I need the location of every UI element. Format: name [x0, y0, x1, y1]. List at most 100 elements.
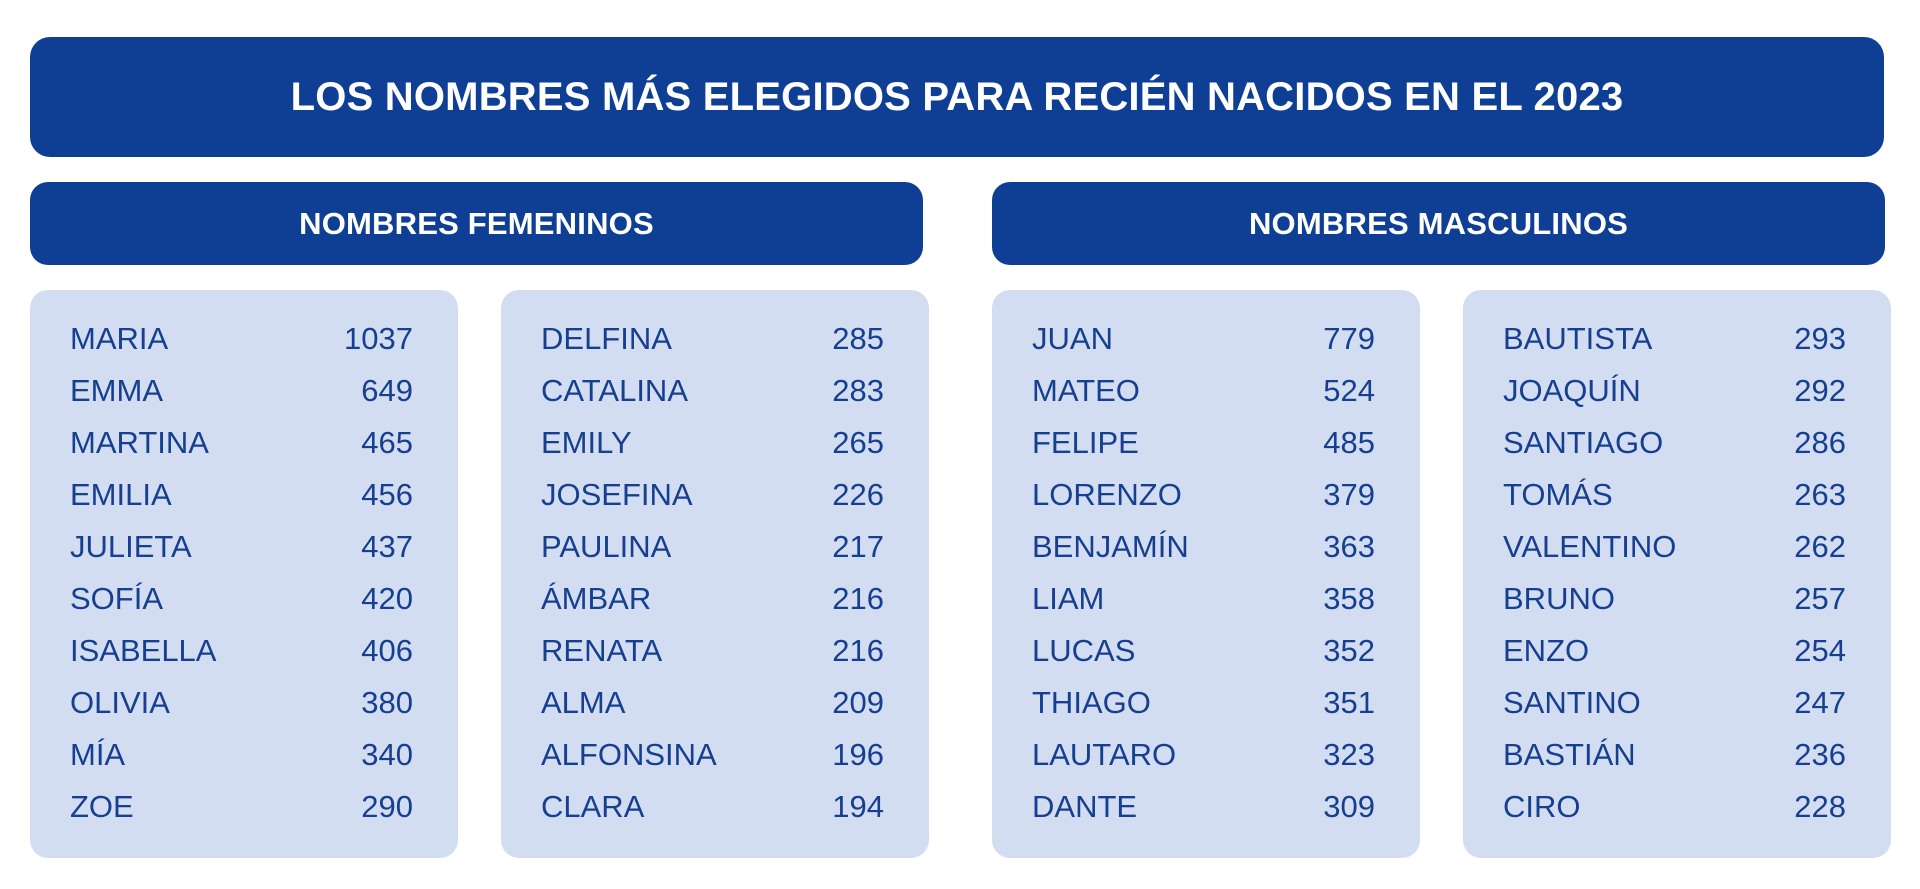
- name-count: 290: [361, 789, 413, 824]
- name-count: 485: [1323, 425, 1375, 460]
- name-label: LIAM: [1032, 581, 1105, 616]
- name-label: MÍA: [70, 737, 126, 772]
- name-label: THIAGO: [1032, 685, 1151, 720]
- name-count: 283: [832, 373, 884, 408]
- name-row: JUAN 779: [1032, 313, 1375, 365]
- name-count: 194: [832, 789, 884, 824]
- name-count: 209: [832, 685, 884, 720]
- name-label: JOSEFINA: [541, 477, 693, 512]
- name-label: BAUTISTA: [1503, 321, 1653, 356]
- name-label: ALMA: [541, 685, 626, 720]
- name-row: JOAQUÍN 292: [1503, 365, 1846, 417]
- name-row: BENJAMÍN 363: [1032, 521, 1375, 573]
- name-row: CLARA 194: [541, 781, 884, 833]
- name-row: BASTIÁN 236: [1503, 729, 1846, 781]
- name-label: DANTE: [1032, 789, 1138, 824]
- name-row: SANTINO 247: [1503, 677, 1846, 729]
- name-label: CLARA: [541, 789, 645, 824]
- name-row: ISABELLA 406: [70, 625, 413, 677]
- name-count: 351: [1323, 685, 1375, 720]
- name-count: 465: [361, 425, 413, 460]
- name-label: EMMA: [70, 373, 163, 408]
- name-row: BRUNO 257: [1503, 573, 1846, 625]
- name-count: 196: [832, 737, 884, 772]
- name-row: ZOE 290: [70, 781, 413, 833]
- name-count: 247: [1794, 685, 1846, 720]
- name-count: 379: [1323, 477, 1375, 512]
- name-row: LUCAS 352: [1032, 625, 1375, 677]
- male-names-list-2: BAUTISTA 293 JOAQUÍN 292 SANTIAGO 286 TOMÁS 263…: [1463, 290, 1891, 858]
- name-row: PAULINA 217: [541, 521, 884, 573]
- name-count: 456: [361, 477, 413, 512]
- name-label: LAUTARO: [1032, 737, 1177, 772]
- name-label: PAULINA: [541, 529, 672, 564]
- name-row: DANTE 309: [1032, 781, 1375, 833]
- name-count: 216: [832, 581, 884, 616]
- name-label: OLIVIA: [70, 685, 170, 720]
- name-row: THIAGO 351: [1032, 677, 1375, 729]
- name-count: 323: [1323, 737, 1375, 772]
- name-count: 236: [1794, 737, 1846, 772]
- name-label: JULIETA: [70, 529, 192, 564]
- name-count: 226: [832, 477, 884, 512]
- name-count: 380: [361, 685, 413, 720]
- name-row: SANTIAGO 286: [1503, 417, 1846, 469]
- name-count: 352: [1323, 633, 1375, 668]
- name-label: ISABELLA: [70, 633, 217, 668]
- name-row: BAUTISTA 293: [1503, 313, 1846, 365]
- name-row: VALENTINO 262: [1503, 521, 1846, 573]
- name-label: BASTIÁN: [1503, 737, 1636, 772]
- female-names-list-2: DELFINA 285 CATALINA 283 EMILY 265 JOSEFINA 226…: [501, 290, 929, 858]
- name-label: MATEO: [1032, 373, 1140, 408]
- name-count: 420: [361, 581, 413, 616]
- name-label: DELFINA: [541, 321, 672, 356]
- name-row: LORENZO 379: [1032, 469, 1375, 521]
- name-count: 254: [1794, 633, 1846, 668]
- name-row: EMILY 265: [541, 417, 884, 469]
- name-count: 286: [1794, 425, 1846, 460]
- name-row: LIAM 358: [1032, 573, 1375, 625]
- name-count: 263: [1794, 477, 1846, 512]
- name-label: RENATA: [541, 633, 663, 668]
- name-count: 406: [361, 633, 413, 668]
- name-label: SANTIAGO: [1503, 425, 1664, 460]
- name-row: MARTINA 465: [70, 417, 413, 469]
- name-row: DELFINA 285: [541, 313, 884, 365]
- name-label: MARIA: [70, 321, 169, 356]
- name-count: 216: [832, 633, 884, 668]
- name-row: MÍA 340: [70, 729, 413, 781]
- name-label: FELIPE: [1032, 425, 1139, 460]
- name-count: 437: [361, 529, 413, 564]
- name-label: JOAQUÍN: [1503, 373, 1641, 408]
- female-names-list-1: MARIA 1037 EMMA 649 MARTINA 465 EMILIA 456 JULIE…: [30, 290, 458, 858]
- name-label: MARTINA: [70, 425, 209, 460]
- name-row: RENATA 216: [541, 625, 884, 677]
- name-label: SOFÍA: [70, 581, 164, 616]
- name-row: ALFONSINA 196: [541, 729, 884, 781]
- name-label: CIRO: [1503, 789, 1581, 824]
- name-row: OLIVIA 380: [70, 677, 413, 729]
- name-count: 779: [1323, 321, 1375, 356]
- name-row: CIRO 228: [1503, 781, 1846, 833]
- name-row: ALMA 209: [541, 677, 884, 729]
- name-label: SANTINO: [1503, 685, 1641, 720]
- male-names-list-1: JUAN 779 MATEO 524 FELIPE 485 LORENZO 379 BENJAM…: [992, 290, 1420, 858]
- name-count: 340: [361, 737, 413, 772]
- name-count: 228: [1794, 789, 1846, 824]
- name-count: 293: [1794, 321, 1846, 356]
- name-row: LAUTARO 323: [1032, 729, 1375, 781]
- name-count: 257: [1794, 581, 1846, 616]
- name-count: 285: [832, 321, 884, 356]
- page-title: LOS NOMBRES MÁS ELEGIDOS PARA RECIÉN NAC…: [30, 37, 1884, 157]
- name-row: MATEO 524: [1032, 365, 1375, 417]
- name-count: 524: [1323, 373, 1375, 408]
- name-row: CATALINA 283: [541, 365, 884, 417]
- name-label: ALFONSINA: [541, 737, 717, 772]
- name-label: VALENTINO: [1503, 529, 1677, 564]
- name-row: ÁMBAR 216: [541, 573, 884, 625]
- name-label: EMILIA: [70, 477, 172, 512]
- name-label: BENJAMÍN: [1032, 529, 1189, 564]
- name-count: 309: [1323, 789, 1375, 824]
- name-label: ENZO: [1503, 633, 1590, 668]
- name-count: 649: [361, 373, 413, 408]
